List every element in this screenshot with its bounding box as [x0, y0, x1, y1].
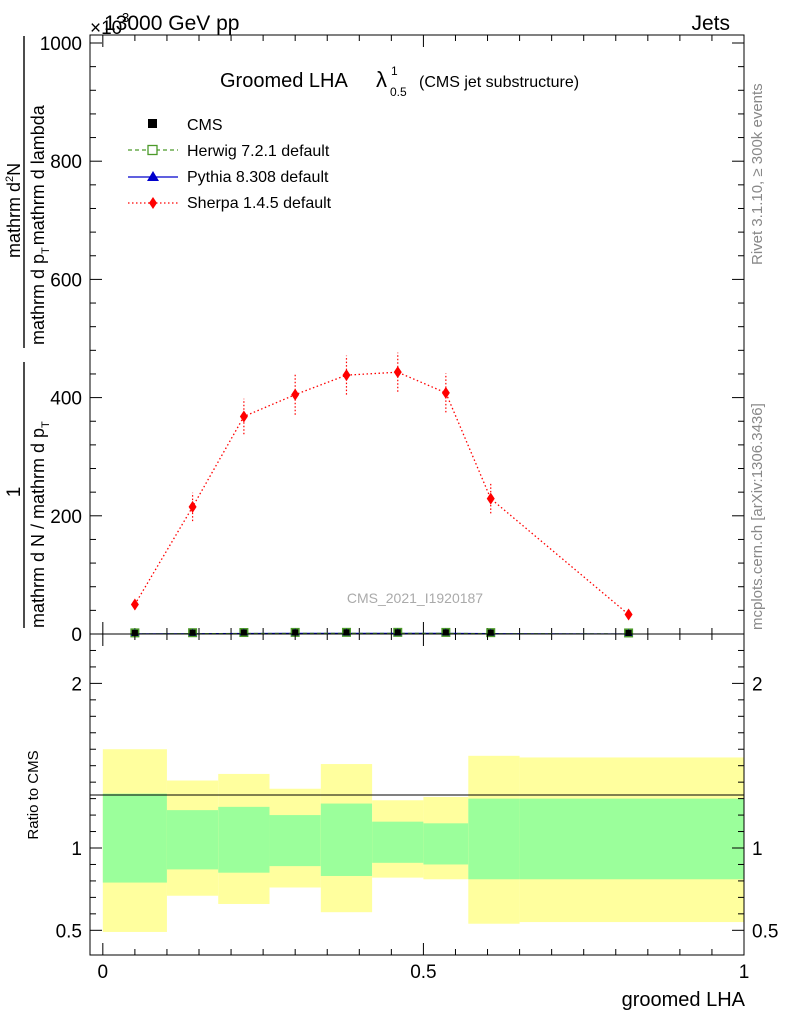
cms-point — [292, 629, 299, 636]
legend-label-pythia: Pythia 8.308 default — [187, 169, 329, 186]
title-tail: (CMS jet substructure) — [419, 74, 579, 91]
cms-point — [343, 629, 350, 636]
title-main: Groomed LHA — [220, 70, 348, 92]
mcplots-label: mcplots.cern.ch [arXiv:1306.3436] — [749, 403, 766, 630]
ratio-xtick-label: 0.5 — [410, 962, 436, 983]
sherpa-point — [441, 386, 450, 399]
ratio-y-axis-label: Ratio to CMS — [25, 750, 42, 839]
cms-point — [394, 629, 401, 636]
cms-point — [625, 629, 632, 636]
analysis-watermark: CMS_2021_I1920187 — [347, 590, 483, 606]
y-exponent-label: ×10 3 — [90, 10, 129, 39]
sherpa-point — [486, 492, 495, 505]
ylabel-denominator-2-text: mathrm d p — [28, 254, 48, 345]
cms-point — [131, 629, 138, 636]
main-ytick-label: 600 — [50, 270, 82, 291]
header-left: 13000 GeV pp — [104, 12, 239, 35]
main-ytick-label: 800 — [50, 152, 82, 173]
ratio-xtick-label: 1 — [739, 962, 750, 983]
title-sub: 0.5 — [390, 85, 407, 99]
ratio-panel: 0.5 0.51 12 20 0.5 1 — [56, 633, 779, 983]
ylabel-denominator-2: mathrm d pTmathrm d lambda — [28, 104, 52, 345]
herwig-marker — [147, 144, 158, 156]
pythia-marker — [147, 171, 159, 181]
x-axis-label: groomed LHA — [622, 989, 746, 1011]
ratio-ytick-label-right: 1 — [752, 839, 763, 860]
sherpa-point — [188, 500, 197, 513]
title-lambda: λ — [376, 67, 387, 92]
ratio-stat-band — [166, 810, 219, 870]
ratio-ytick-label-right: 0.5 — [752, 921, 778, 942]
title-sup: 1 — [391, 64, 398, 78]
ratio-ytick-label-right: 2 — [752, 674, 763, 695]
ratio-uncertainty-bands — [102, 749, 744, 932]
plot-title: Groomed LHA λ 1 0.5 (CMS jet substructur… — [220, 64, 579, 99]
ratio-stat-band — [102, 793, 167, 883]
ratio-tick-labels: 0.5 0.51 12 20 0.5 1 — [56, 674, 779, 983]
ratio-stat-band — [519, 798, 744, 880]
ylabel-denominator-1: mathrm d N / mathrm d pT — [28, 421, 52, 628]
ratio-stat-band — [320, 803, 373, 876]
ratio-ytick-label: 2 — [71, 674, 82, 695]
legend-entry-cms: CMS — [148, 117, 223, 134]
ratio-stat-band — [372, 821, 424, 863]
cms-point — [240, 629, 247, 636]
ratio-stat-band — [269, 815, 321, 867]
y-exponent-power: 3 — [122, 10, 129, 25]
ratio-stat-band — [218, 806, 270, 873]
ratio-stat-band — [423, 823, 469, 865]
header-right: Jets — [691, 12, 730, 35]
sherpa-point — [393, 366, 402, 379]
ratio-xtick-label: 0 — [98, 962, 109, 983]
sherpa-point — [291, 388, 300, 401]
main-y-tick-labels: 0 200 400 600 800 1000 — [40, 34, 82, 646]
ratio-ytick-label: 1 — [71, 839, 82, 860]
sherpa-point — [342, 369, 351, 382]
main-ytick-label: 1000 — [40, 34, 82, 55]
ratio-stat-band — [468, 798, 520, 880]
ylabel-denominator-2-sub: T — [40, 247, 52, 254]
sherpa-point — [624, 608, 633, 621]
sherpa-series-line — [134, 371, 630, 615]
ylabel-denominator-2-tail: mathrm d lambda — [28, 104, 48, 245]
main-y-axis-label: 1 mathrm d N / mathrm d pT mathrm d2N ma… — [4, 36, 52, 628]
ylabel-denominator-1-sub: T — [40, 421, 52, 428]
legend-entry-sherpa: Sherpa 1.4.5 default — [128, 195, 332, 212]
rivet-label: Rivet 3.1.10, ≥ 300k events — [749, 83, 766, 265]
ylabel-numerator-2-sup: 2 — [4, 176, 16, 182]
ylabel-numerator-2-text: mathrm d — [4, 182, 24, 258]
ylabel-numerator-2-tail: N — [4, 163, 24, 176]
ratio-frame — [89, 633, 745, 956]
main-ytick-label: 200 — [50, 507, 82, 528]
sherpa-point — [239, 410, 248, 423]
main-ytick-label: 400 — [50, 389, 82, 410]
sherpa-marker — [149, 197, 157, 209]
cms-point — [442, 629, 449, 636]
cms-point — [487, 629, 494, 636]
ratio-ytick-label: 0.5 — [56, 921, 82, 942]
ylabel-denominator-1-text: mathrm d N / mathrm d p — [28, 428, 48, 628]
main-panel: 0 200 400 600 800 1000 — [40, 34, 745, 646]
cms-point — [189, 629, 196, 636]
legend-label-sherpa: Sherpa 1.4.5 default — [187, 195, 332, 212]
y-exponent-base: ×10 — [90, 18, 122, 39]
main-ytick-label: 0 — [71, 625, 82, 646]
cms-marker — [148, 119, 157, 128]
ylabel-numerator-2: mathrm d2N — [4, 163, 24, 258]
legend-entry-herwig: Herwig 7.2.1 default — [128, 143, 330, 160]
legend-entry-pythia: Pythia 8.308 default — [128, 169, 329, 186]
ylabel-numerator-1: 1 — [4, 487, 25, 498]
legend: CMS Herwig 7.2.1 default Pythia 8.308 de… — [128, 117, 332, 212]
legend-label-cms: CMS — [187, 117, 223, 134]
legend-label-herwig: Herwig 7.2.1 default — [187, 143, 330, 160]
sherpa-point — [130, 598, 139, 611]
